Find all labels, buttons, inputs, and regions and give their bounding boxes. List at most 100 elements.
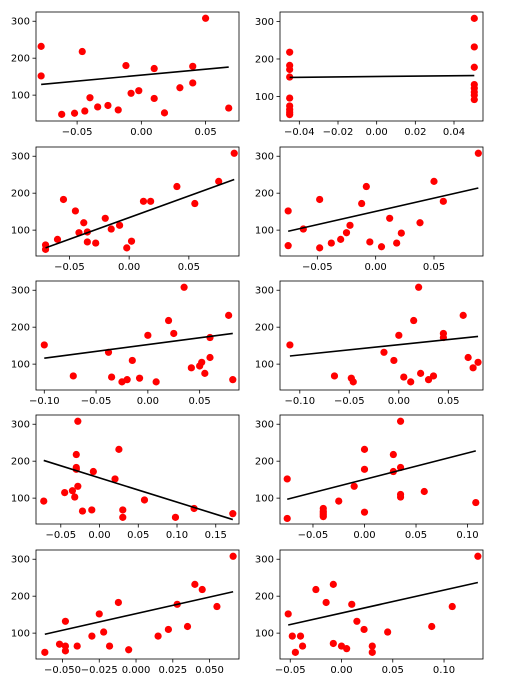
y-tick-label: 100 [11, 360, 30, 371]
data-point [183, 622, 192, 631]
data-point [448, 602, 456, 611]
data-point [139, 197, 148, 205]
data-point [89, 467, 97, 476]
data-point [37, 72, 45, 80]
data-point [384, 628, 392, 636]
data-point [349, 378, 357, 386]
data-point [176, 84, 184, 92]
data-point [213, 602, 221, 611]
y-tick-label: 100 [11, 226, 30, 237]
data-point [286, 94, 294, 102]
data-point [368, 642, 376, 650]
data-point [380, 348, 388, 356]
y-tick-label: 300 [11, 17, 30, 28]
data-point [470, 43, 478, 51]
data-point [73, 642, 81, 650]
x-tick-label: 0.00 [353, 530, 375, 541]
data-point [424, 376, 433, 384]
data-point [108, 373, 116, 381]
x-tick-label: 0.05 [382, 665, 404, 676]
data-point [147, 197, 155, 205]
data-point [329, 580, 337, 588]
y-tick-label: 200 [11, 592, 30, 603]
data-point [101, 214, 109, 222]
data-point [78, 507, 87, 515]
axes-frame [279, 11, 484, 122]
data-point [410, 316, 418, 325]
regression-line [287, 187, 479, 233]
y-tick-label: 200 [11, 457, 30, 468]
subplot-7: −0.05 0.00 0.05 0.10 0.15 100 200 300 [11, 414, 240, 541]
axes-frame [279, 146, 484, 257]
x-tick-label: 0.05 [127, 530, 149, 541]
data-point [229, 552, 237, 560]
x-tick-label: 0.02 [404, 127, 426, 138]
regression-line [41, 66, 229, 86]
x-tick-label: 0.05 [194, 127, 216, 138]
data-point [464, 353, 472, 362]
data-point [83, 238, 91, 246]
data-point [127, 237, 136, 245]
axes-frame [279, 280, 484, 391]
x-tick-label: 0.00 [118, 262, 140, 273]
axes-frame [279, 549, 484, 660]
data-point [150, 64, 158, 73]
x-tick-label: −0.10 [284, 396, 315, 407]
data-point [439, 197, 447, 205]
data-point [71, 207, 80, 215]
y-tick-label: 100 [255, 494, 274, 505]
y-tick-label: 300 [11, 420, 30, 431]
x-tick-label: 0.00 [366, 127, 388, 138]
axes-frame [35, 146, 240, 257]
x-tick-label: 0.050 [195, 665, 224, 676]
data-point [72, 450, 80, 459]
data-point [41, 648, 49, 656]
data-point [360, 508, 369, 516]
data-point [115, 221, 124, 229]
data-point [358, 199, 366, 208]
data-point [284, 610, 292, 618]
data-point [86, 94, 94, 102]
x-tick-label: 0.05 [405, 530, 427, 541]
data-point [286, 65, 294, 74]
data-point [135, 87, 143, 95]
data-point [164, 316, 173, 325]
data-point [474, 552, 482, 560]
data-point [393, 239, 401, 247]
y-tick-label: 300 [11, 555, 30, 566]
data-point [377, 243, 386, 251]
data-point [316, 244, 324, 252]
data-point [350, 482, 358, 490]
data-point [114, 598, 122, 607]
x-tick-label: 0.00 [365, 262, 387, 273]
data-point [198, 358, 206, 366]
y-tick-label: 200 [11, 323, 30, 334]
data-point [225, 311, 233, 319]
x-tick-label: 0.000 [122, 665, 151, 676]
data-point [94, 103, 102, 111]
data-point [171, 513, 180, 521]
data-point [415, 283, 423, 291]
data-point [128, 356, 136, 365]
data-point [61, 488, 69, 497]
data-point [107, 225, 115, 233]
data-point [140, 496, 149, 504]
data-point [191, 580, 199, 588]
data-point [389, 450, 397, 459]
regression-line [45, 178, 235, 249]
data-point [353, 617, 361, 625]
data-point [95, 610, 103, 618]
subplot-5: −0.10 −0.05 0.00 0.05 100 200 300 [11, 280, 240, 407]
data-point [472, 498, 480, 507]
y-tick-label: 200 [11, 54, 30, 65]
data-point [69, 372, 77, 380]
regression-line [44, 590, 234, 636]
data-point [329, 639, 337, 648]
x-tick-label: −0.04 [284, 127, 315, 138]
data-point [407, 378, 415, 386]
data-point [80, 219, 88, 227]
data-point [119, 506, 127, 514]
x-tick-label: 0.05 [437, 396, 459, 407]
regression-line [43, 459, 234, 521]
y-tick-label: 100 [11, 91, 30, 102]
